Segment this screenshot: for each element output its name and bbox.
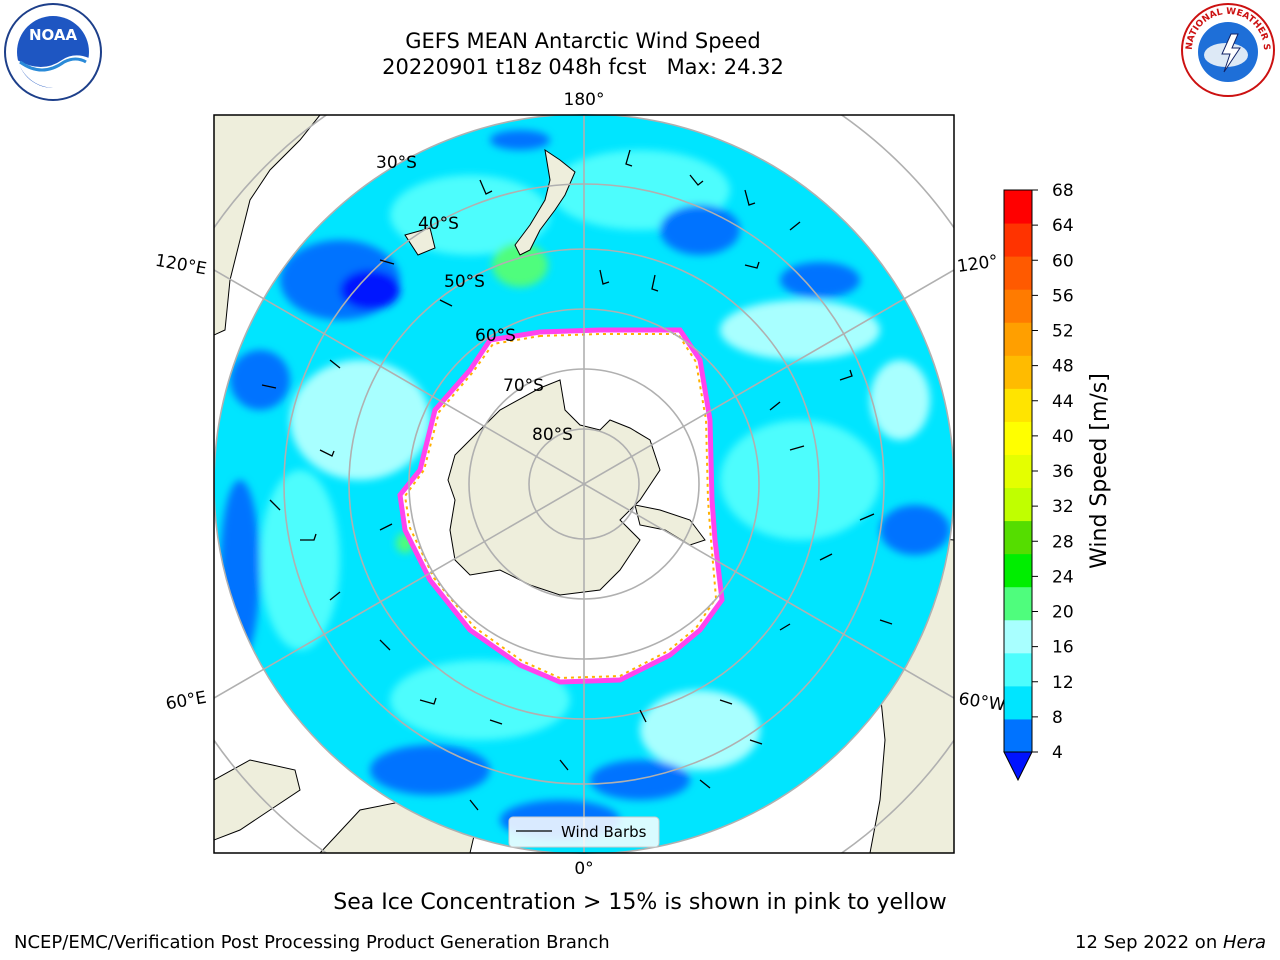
- colorbar-label: Wind Speed [m/s]: [1087, 373, 1112, 569]
- credit-machine: Hera: [1222, 932, 1266, 953]
- colorbar-tick-label: 24: [1052, 567, 1074, 587]
- colorbar-bin: [1004, 355, 1032, 389]
- colorbar-bin: [1004, 586, 1032, 621]
- lon-label-120e: 120°E: [154, 251, 208, 280]
- colorbar-bin: [1004, 454, 1032, 489]
- colorbar-tick-label: 4: [1052, 743, 1063, 763]
- sea-ice-note: Sea Ice Concentration > 15% is shown in …: [333, 890, 947, 915]
- colorbar-tick-label: 56: [1052, 286, 1074, 306]
- colorbar-tick-label: 28: [1052, 532, 1074, 552]
- colorbar-underflow-triangle: [1003, 751, 1033, 782]
- lat-label-40s: 40°S: [418, 214, 459, 234]
- lon-label-60w: 60°W: [957, 689, 1006, 715]
- colorbar-tick-label: 36: [1052, 462, 1074, 482]
- credit-branch: NCEP/EMC/Verification Post Processing Pr…: [14, 932, 610, 953]
- lat-label-50s: 50°S: [444, 272, 485, 292]
- colorbar-bin: [1004, 718, 1032, 753]
- colorbar-bin: [1004, 421, 1032, 455]
- land-tasmania: [404, 227, 436, 256]
- noaa-logo: NOAA: [4, 3, 102, 101]
- colorbar-bin: [1004, 619, 1032, 654]
- lat-label-60s: 60°S: [475, 326, 516, 346]
- noaa-logo-text: NOAA: [29, 26, 78, 44]
- colorbar-tick-label: 64: [1052, 216, 1074, 236]
- colorbar-bin: [1004, 685, 1032, 720]
- graticule: [214, 115, 954, 853]
- map-legend: Wind Barbs: [508, 816, 660, 848]
- colorbar-tick-label: 16: [1052, 638, 1074, 658]
- wind-barbs: [261, 149, 893, 811]
- map-frame-border: [213, 114, 955, 854]
- colorbar-bin: [1004, 553, 1032, 588]
- colorbar-tick-label: 60: [1052, 251, 1074, 271]
- lat-label-80s: 80°S: [532, 425, 573, 445]
- land-africa: [214, 759, 301, 841]
- colorbar-tick-label: 20: [1052, 603, 1074, 623]
- lon-label-180: 180°: [564, 90, 605, 110]
- colorbar-tick-label: 48: [1052, 357, 1074, 377]
- colorbar-bin: [1004, 322, 1032, 356]
- colorbar-tick-label: 32: [1052, 497, 1074, 517]
- colorbar-tick-label: 40: [1052, 427, 1074, 447]
- colorbar-bin: [1004, 256, 1032, 290]
- colorbar-tick-label: 8: [1052, 708, 1063, 728]
- lat-label-30s: 30°S: [376, 153, 417, 173]
- lon-label-0: 0°: [574, 859, 593, 879]
- chart-subtitle: 20220901 t18z 048h fcst Max: 24.32: [382, 55, 784, 79]
- credit-date: 12 Sep 2022 on Hera: [1075, 932, 1266, 953]
- colorbar-bin: [1004, 289, 1032, 323]
- colorbar-bin: [1004, 652, 1032, 687]
- colorbar-tick-label: 52: [1052, 322, 1074, 342]
- colorbar-tick-label: 44: [1052, 392, 1074, 412]
- sea-ice-region: [397, 327, 725, 685]
- legend-label: Wind Barbs: [561, 823, 647, 841]
- national-weather-service-logo: NATIONAL WEATHER SERVICE: [1176, 0, 1275, 97]
- colorbar-bin: [1004, 520, 1032, 555]
- colorbar-bin: [1004, 487, 1032, 522]
- colorbar-tick-label: 68: [1052, 181, 1074, 201]
- lon-label-120w: 120°: [956, 251, 999, 277]
- colorbar-tick-label: 12: [1052, 673, 1074, 693]
- colorbar-bin: [1004, 223, 1032, 257]
- credit-date-text: 12 Sep 2022 on: [1075, 932, 1223, 953]
- lon-label-60e: 60°E: [164, 688, 208, 715]
- chart-title: GEFS MEAN Antarctic Wind Speed: [405, 29, 761, 53]
- land-new-zealand: [514, 148, 576, 256]
- colorbar-bin: [1004, 190, 1032, 224]
- lat-label-70s: 70°S: [503, 376, 544, 396]
- colorbar-bin: [1004, 388, 1032, 422]
